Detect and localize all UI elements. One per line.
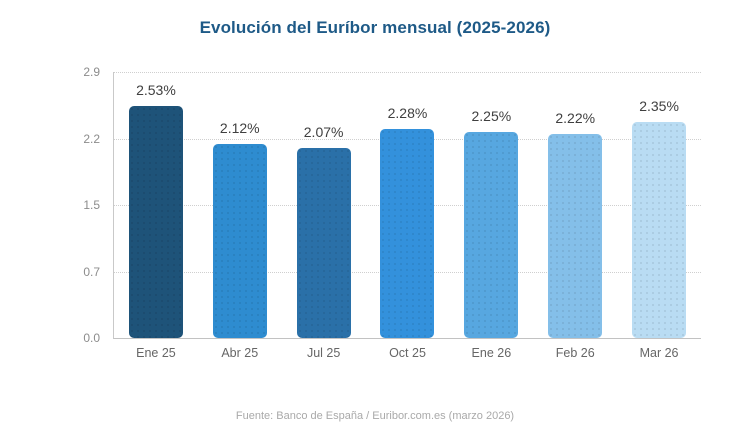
bar-feb-26	[548, 134, 603, 338]
bar-slot: 2.28% Oct 25	[366, 72, 450, 360]
chart-title: Evolución del Euríbor mensual (2025-2026…	[199, 18, 551, 37]
source-note: Fuente: Banco de España / Euribor.com.es…	[235, 410, 515, 422]
x-tick-label: Mar 26	[639, 346, 679, 360]
plot-area: 2.53% Ene 25 2.12% Abr 25 2.07% Jul 25 2.28% Oc…	[113, 72, 701, 360]
bar-value-label: 2.28%	[387, 104, 428, 121]
y-tick-label: 1.5	[83, 198, 100, 212]
y-tick-label: 2.9	[83, 65, 100, 79]
gridline	[114, 72, 701, 73]
x-tick-label: Jul 25	[306, 346, 341, 360]
bar-value-label: 2.22%	[555, 110, 596, 127]
bar-jul-25	[296, 148, 351, 338]
bar-slot: 2.07% Jul 25	[282, 72, 366, 360]
bar-value-label: 2.25%	[471, 107, 512, 124]
bar-value-label: 2.07%	[303, 124, 344, 141]
bar-slot: 2.35% Mar 26	[617, 72, 701, 360]
bar-value-label: 2.35%	[639, 98, 679, 115]
bar-slot: 2.25% Ene 26	[449, 72, 533, 360]
bar-ene-25	[128, 105, 183, 338]
bar-ene-26	[464, 131, 519, 338]
bar-slot: 2.53% Ene 25	[114, 72, 198, 360]
x-tick-label: Feb 26	[555, 346, 595, 360]
y-tick-label: 0.0	[83, 331, 100, 345]
bar-slot: 2.22% Feb 26	[533, 72, 617, 360]
x-tick-label: Abr 25	[221, 346, 259, 360]
x-tick-label: Oct 25	[389, 346, 426, 360]
bar-value-label: 2.53%	[136, 81, 176, 98]
bar-slot: 2.12% Abr 25	[198, 72, 282, 360]
y-tick-label: 2.2	[83, 131, 100, 146]
bar-abr-25	[212, 143, 267, 338]
bar-mar-26	[632, 122, 687, 338]
x-tick-label: Ene 26	[471, 346, 512, 360]
y-tick-label: 0.7	[83, 264, 100, 279]
bar-oct-25	[380, 128, 435, 338]
bar-value-label: 2.12%	[219, 119, 260, 136]
x-tick-label: Ene 25	[136, 346, 176, 360]
